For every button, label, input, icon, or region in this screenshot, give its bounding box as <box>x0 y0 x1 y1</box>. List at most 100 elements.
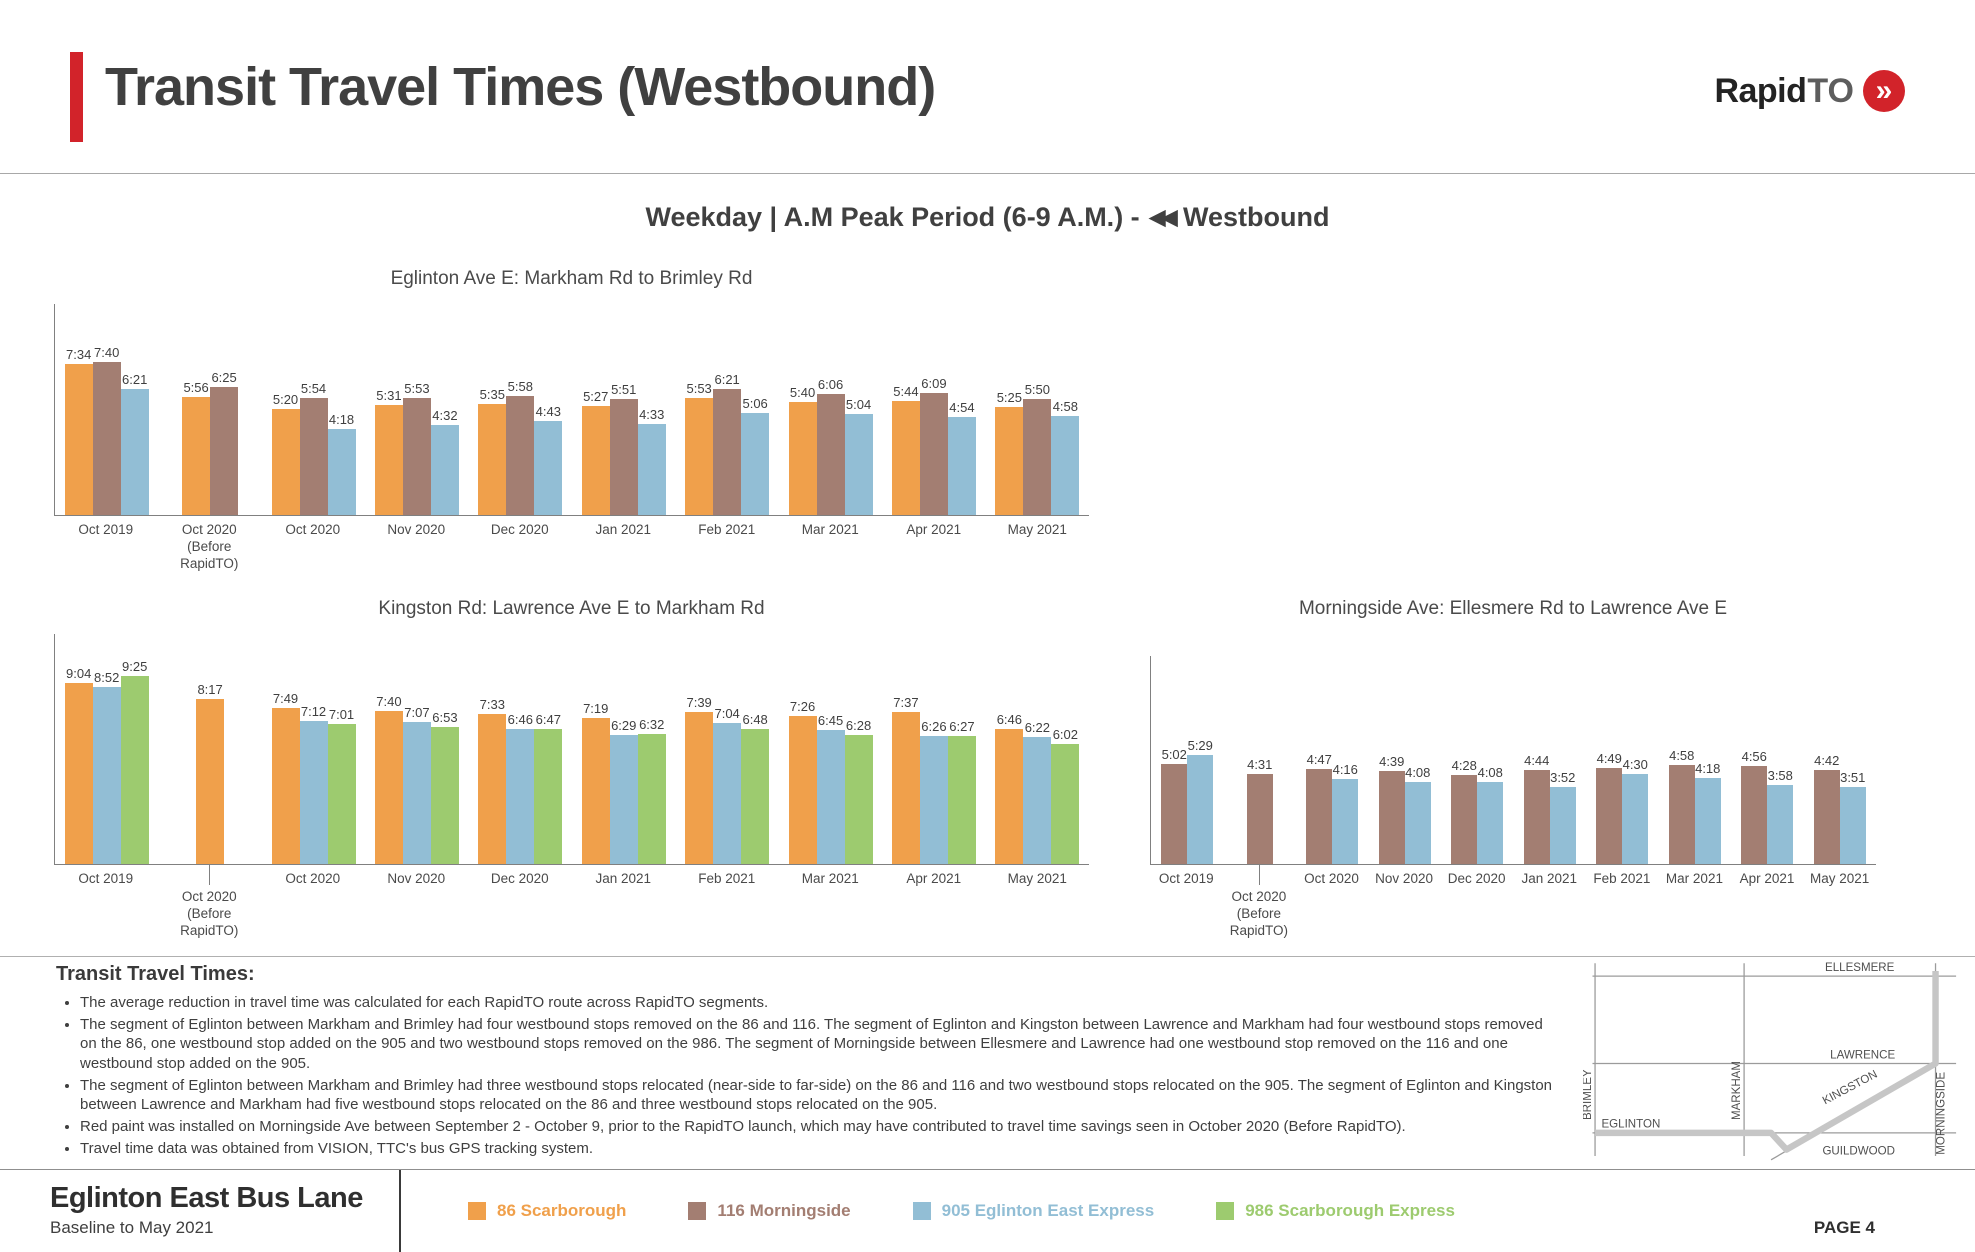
chart-title: Morningside Ave: Ellesmere Rd to Lawrenc… <box>1298 598 1728 619</box>
x-axis-label: Dec 2020 <box>1447 871 1506 886</box>
bar-route-905: 6:21 <box>120 372 149 515</box>
note-bullet: Red paint was installed on Morningside A… <box>80 1117 1556 1136</box>
bar-group: 7:40 7:07 6:53 <box>365 694 468 864</box>
bar-value: 7:12 <box>300 703 327 719</box>
bar-route-116: 4:42 <box>1813 753 1840 864</box>
bar-group: 7:19 6:29 6:32 <box>572 701 675 864</box>
bar-group: 4:42 3:51 <box>1804 753 1877 864</box>
bar-group: 7:34 7:40 6:21 <box>55 345 158 515</box>
chart-plot-area: 5:02 5:29 4:31 4:47 4:16 4:39 4:08 4:28 4:08 4:44… <box>1150 656 1876 865</box>
bar-value: 6:46 <box>507 712 533 728</box>
bar-value: 7:19 <box>583 701 609 717</box>
bar-value: 4:43 <box>535 404 561 419</box>
subtitle-text: Weekday | A.M Peak Period (6-9 A.M.) - <box>645 202 1140 232</box>
bar-value: 7:40 <box>94 345 120 361</box>
bar-group: 4:56 3:58 <box>1731 749 1804 864</box>
bar-route-116: 4:31 <box>1246 757 1273 864</box>
bar-value: 8:17 <box>197 682 223 697</box>
x-axis-label: Oct 2019 <box>78 522 134 537</box>
bar-value: 6:02 <box>1052 726 1079 742</box>
x-axis-label: Oct 2019 <box>1158 871 1214 886</box>
bar-route-905: 5:29 <box>1187 738 1214 864</box>
legend-swatch-116 <box>688 1202 707 1220</box>
bar-group: 5:44 6:09 4:54 <box>882 376 985 515</box>
bar-value: 4:28 <box>1451 758 1477 773</box>
legend-label: 986 Scarborough Express <box>1245 1201 1455 1220</box>
bar-value: 4:54 <box>949 400 975 416</box>
bar-route-905: 4:32 <box>430 408 459 515</box>
bar-value: 9:04 <box>66 666 92 682</box>
bar-route-986: 6:53 <box>430 710 459 864</box>
bar-route-905: 3:51 <box>1839 770 1866 864</box>
x-axis-label: Apr 2021 <box>1739 871 1795 886</box>
bar-group: 4:58 4:18 <box>1659 748 1732 864</box>
bar-route-86: 7:37 <box>891 695 920 864</box>
bar-route-116: 5:54 <box>299 381 328 515</box>
bar-group: 5:25 5:50 4:58 <box>986 382 1089 515</box>
bar-value: 5:35 <box>479 386 505 402</box>
bar-route-905: 4:08 <box>1404 765 1431 864</box>
bar-value: 4:16 <box>1332 762 1358 777</box>
chart-morningside-ellesmere-lawrence: Morningside Ave: Ellesmere Rd to Lawrenc… <box>1150 598 1876 940</box>
bar-group: 7:37 6:26 6:27 <box>882 695 985 864</box>
bar-route-86: 7:19 <box>581 701 610 864</box>
bar-route-86: 5:53 <box>685 381 714 515</box>
bar-value: 5:58 <box>507 379 533 395</box>
bar-group: 8:17 <box>158 682 261 864</box>
bar-group: 4:31 <box>1224 757 1297 864</box>
bar-route-986: 6:02 <box>1051 727 1080 864</box>
bar-route-116: 4:44 <box>1523 753 1550 864</box>
x-axis-label: Feb 2021 <box>698 871 756 886</box>
legend-swatch-86 <box>468 1202 486 1220</box>
bar-route-86: 7:40 <box>374 694 403 864</box>
bar-route-86: 7:39 <box>685 695 714 864</box>
bar-group: 5:27 5:51 4:33 <box>572 382 675 515</box>
bar-route-116: 4:49 <box>1596 751 1623 864</box>
header-divider <box>0 173 1975 174</box>
notes-list: The average reduction in travel time was… <box>56 993 1556 1159</box>
map-label-eglinton: EGLINTON <box>1601 1119 1660 1131</box>
legend-item-986: 986 Scarborough Express <box>1216 1201 1455 1221</box>
bar-route-86: 7:49 <box>271 691 300 864</box>
bar-value: 5:02 <box>1161 746 1187 762</box>
bar-value: 6:06 <box>817 376 844 392</box>
x-axis-label: Feb 2021 <box>698 522 756 537</box>
legend-swatch-986 <box>1216 1202 1235 1220</box>
bar-route-905: 4:30 <box>1622 757 1649 864</box>
bar-value: 3:58 <box>1767 768 1793 783</box>
x-axis-label: Apr 2021 <box>906 871 962 886</box>
bar-value: 4:08 <box>1405 764 1431 780</box>
bar-route-86: 7:26 <box>788 699 817 864</box>
bar-value: 7:01 <box>328 707 355 723</box>
bar-value: 7:40 <box>376 694 402 710</box>
chart-eglinton-markham-brimley: Eglinton Ave E: Markham Rd to Brimley Rd… <box>54 268 1089 573</box>
bar-route-116: 7:40 <box>92 345 121 515</box>
bar-route-116: 6:21 <box>713 372 742 515</box>
x-axis-label: Oct 2020 <box>285 871 341 886</box>
bar-value: 6:46 <box>996 712 1023 728</box>
bar-value: 4:18 <box>1695 761 1721 777</box>
bar-route-86: 5:27 <box>581 389 610 515</box>
bar-value: 5:56 <box>183 379 209 395</box>
bar-route-86: 5:31 <box>374 388 403 515</box>
bar-value: 4:18 <box>328 412 355 428</box>
bar-route-86: 5:40 <box>788 385 817 515</box>
bar-route-116: 5:51 <box>609 382 638 515</box>
map-label-morningside: MORNINGSIDE <box>1936 1072 1948 1155</box>
chart-plot-area: 9:04 8:52 9:25 8:17 7:49 7:12 7:01 7:40 7:07 6:53… <box>54 634 1089 865</box>
x-axis-label: Oct 2020 <box>1304 871 1359 886</box>
bar-value: 4:30 <box>1622 757 1648 773</box>
bar-route-905: 6:45 <box>816 713 845 864</box>
page-number: PAGE 4 <box>1813 1218 1875 1237</box>
bar-route-905: 4:43 <box>534 404 563 515</box>
bar-group: 4:28 4:08 <box>1441 758 1514 864</box>
bar-value: 4:42 <box>1814 753 1840 769</box>
bar-value: 5:51 <box>611 381 637 397</box>
chart-x-axis: Oct 2019 Oct 2020 (Before RapidTO) Oct 2020… <box>54 865 1089 940</box>
bar-route-116: 5:58 <box>506 379 535 515</box>
x-axis-label: Oct 2020 (Before RapidTO) <box>158 865 262 940</box>
bar-route-86: 8:17 <box>196 682 225 864</box>
bar-value: 6:26 <box>921 718 947 734</box>
bar-group: 4:49 4:30 <box>1586 751 1659 864</box>
bar-value: 4:58 <box>1669 748 1695 764</box>
